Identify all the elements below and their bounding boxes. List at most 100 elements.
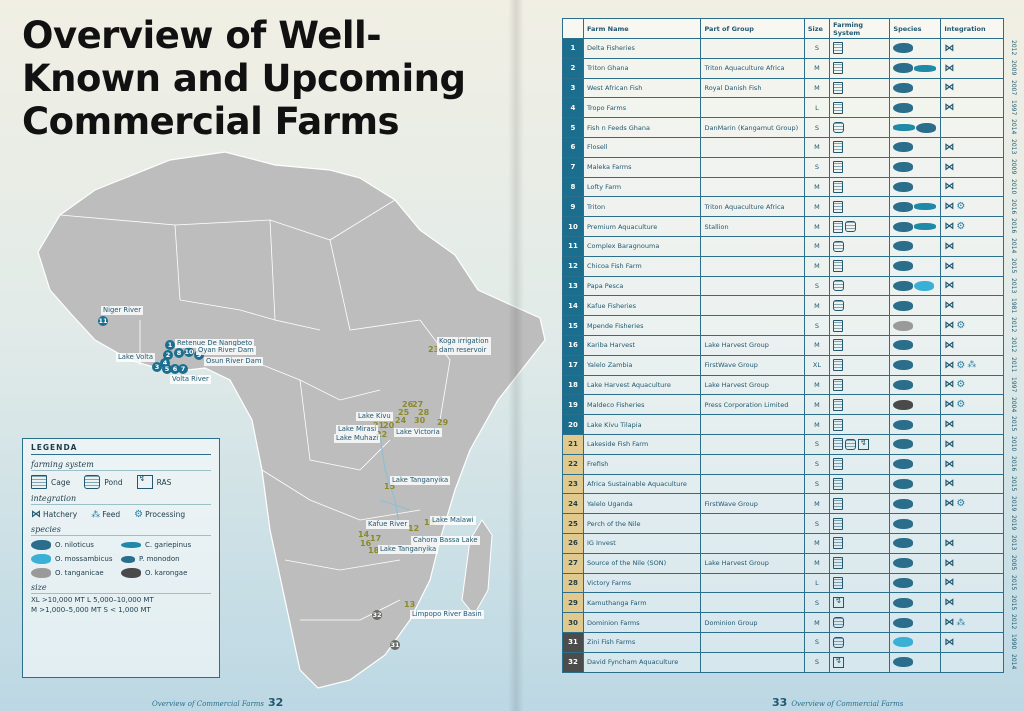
table-row[interactable]: 15 Mpende Fisheries S ⋈ ⚙ <box>562 315 1004 336</box>
farm-size: S <box>803 631 831 653</box>
map-label-lake-muhazi: Lake Muhazi <box>334 434 381 443</box>
table-row[interactable]: 24 Yalelo Uganda FirstWave Group M ⋈ ⚙ <box>562 493 1004 515</box>
map-pin-9[interactable]: 9 <box>194 350 204 360</box>
species-cell <box>889 77 942 99</box>
table-row[interactable]: 22 Frefish S ⋈ <box>562 453 1004 475</box>
row-year: 2015 <box>1010 475 1017 492</box>
map-pin-32[interactable]: 32 <box>372 610 382 620</box>
table-row[interactable]: 6 Flosell M ⋈ <box>562 136 1004 158</box>
species-nil-icon <box>893 241 914 252</box>
map-pin-29[interactable]: 29 <box>437 418 449 427</box>
map-pin-19[interactable]: 19 <box>424 518 435 528</box>
cage-icon <box>833 576 844 589</box>
table-row[interactable]: 5 Fish n Feeds Ghana DanMarin (Kangamut Gr… <box>562 117 1004 138</box>
map-pin-16[interactable]: 16 <box>360 539 372 548</box>
map-pin-8[interactable]: 8 <box>174 348 184 358</box>
map-pin-15[interactable]: 15 <box>384 482 396 491</box>
table-row[interactable]: 3 West African Fish Royal Danish Fish M ⋈ <box>562 77 1004 99</box>
page-title: Overview of Well- Known and Upcoming Com… <box>22 14 492 143</box>
map-pin-14[interactable]: 14 <box>358 530 370 539</box>
map-pin-20[interactable]: 20 <box>383 421 395 430</box>
map-pin-30[interactable]: 30 <box>414 416 426 425</box>
map-pin-13[interactable]: 13 <box>404 600 416 609</box>
table-row[interactable]: 2 Triton Ghana Triton Aquaculture Africa M ⋈ <box>562 57 1004 79</box>
year-column: 2012 2009 2007 1997 2014 2013 2009 2010 2016 2016… <box>1006 38 1020 672</box>
integration-cell: ⋈ <box>940 473 1004 495</box>
part-of-group: Lake Harvest Group <box>700 374 805 396</box>
table-row[interactable]: 19 Maldeco Fisheries Press Corporation Lim… <box>562 394 1004 416</box>
table-row[interactable]: 4 Tropo Farms L ⋈ <box>562 97 1004 119</box>
species-nil-icon <box>893 280 914 291</box>
farming-system-cell <box>829 97 891 119</box>
row-year: 2010 <box>1010 178 1017 195</box>
map-pin-10[interactable]: 10 <box>184 347 194 357</box>
farm-size: M <box>803 552 831 574</box>
map-pin-11[interactable]: 11 <box>98 316 108 326</box>
farm-name: Premium Aquaculture <box>582 216 702 237</box>
table-row[interactable]: 20 Lake Kivu Tilapia M ⋈ <box>562 414 1004 435</box>
map-pin-21[interactable]: 21 <box>373 421 385 430</box>
map-pin-26[interactable]: 26 <box>402 400 414 409</box>
table-row[interactable]: 9 Triton Triton Aquaculture Africa M ⋈ ⚙ <box>562 196 1004 218</box>
madagascar <box>461 519 493 616</box>
map-pin-7[interactable]: 7 <box>178 364 188 374</box>
table-row[interactable]: 28 Victory Farms L ⋈ <box>562 572 1004 594</box>
table-row[interactable]: 7 Maleka Farms S ⋈ <box>562 156 1004 178</box>
row-number: 7 <box>562 156 584 178</box>
table-row[interactable]: 25 Perch of the Nile S <box>562 513 1004 534</box>
map-pin-5[interactable]: 5 <box>162 364 172 374</box>
row-year: 2015 <box>1010 258 1017 274</box>
table-row[interactable]: 26 IG Invest M ⋈ <box>562 532 1004 554</box>
part-of-group <box>700 433 805 455</box>
farming-system-cell <box>829 532 891 554</box>
table-row[interactable]: 8 Lofty Farm M ⋈ <box>562 176 1004 198</box>
map-pin-3[interactable]: 3 <box>152 362 162 372</box>
map-pin-24[interactable]: 24 <box>395 416 407 425</box>
farming-system-cell <box>829 275 891 297</box>
table-row[interactable]: 16 Kariba Harvest Lake Harvest Group M ⋈ <box>562 334 1004 356</box>
legend-species-item: C. gariepinus <box>145 541 192 549</box>
species-cell <box>889 631 942 653</box>
species-nil-icon <box>893 82 914 93</box>
farm-size: S <box>803 592 831 614</box>
table-row[interactable]: 10 Premium Aquaculture Stallion M ⋈ ⚙ <box>562 216 1004 237</box>
legend-feed: Feed <box>102 510 121 519</box>
map-pin-23[interactable]: 23 <box>428 345 440 354</box>
species-kar-icon <box>893 399 914 410</box>
table-row[interactable]: 31 Zini Fish Farms S ⋈ <box>562 631 1004 653</box>
map-pin-31[interactable]: 31 <box>390 640 400 650</box>
farm-name: Tropo Farms <box>582 97 702 119</box>
map-pin-1[interactable]: 1 <box>165 340 175 350</box>
table-row[interactable]: 18 Lake Harvest Aquaculture Lake Harvest G… <box>562 374 1004 396</box>
farm-name: Lakeside Fish Farm <box>582 433 702 455</box>
map-pin-25[interactable]: 25 <box>398 408 410 417</box>
map-label-lake-kivu: Lake Kivu <box>356 412 393 421</box>
table-row[interactable]: 23 Africa Sustainable Aquaculture S ⋈ <box>562 473 1004 495</box>
legend-cage: Cage <box>51 477 71 487</box>
map-pin-12[interactable]: 12 <box>408 524 420 533</box>
map-pin-22[interactable]: 22 <box>376 430 388 439</box>
map-pin-18[interactable]: 18 <box>368 546 380 555</box>
table-row[interactable]: 1 Delta Fisheries S ⋈ <box>562 38 1004 59</box>
cage-icon <box>833 161 844 174</box>
table-row[interactable]: 17 Yalelo Zambia FirstWave Group XL ⋈ ⚙ ⁂ <box>562 354 1004 376</box>
table-row[interactable]: 32 David Fyncham Aquaculture S <box>562 651 1004 673</box>
map-pin-6[interactable]: 6 <box>170 364 180 374</box>
table-row[interactable]: 27 Source of the Nile (SON) Lake Harvest G… <box>562 552 1004 574</box>
farming-system-cell <box>829 572 891 594</box>
row-year: 2015 <box>1010 574 1017 591</box>
table-row[interactable]: 12 Chicoa Fish Farm M ⋈ <box>562 255 1004 277</box>
table-row[interactable]: 11 Complex Baragnouma M ⋈ <box>562 235 1004 257</box>
table-row[interactable]: 30 Dominion Farms Dominion Group M ⋈ ⁂ <box>562 612 1004 633</box>
table-row[interactable]: 13 Papa Pesca S ⋈ <box>562 275 1004 297</box>
row-year: 2013 <box>1010 139 1017 155</box>
map-pin-27[interactable]: 27 <box>412 400 424 409</box>
map-pin-4[interactable]: 4 <box>160 358 170 368</box>
map-pin-28[interactable]: 28 <box>418 408 430 417</box>
map-pin-17[interactable]: 17 <box>370 534 382 543</box>
map-pin-2[interactable]: 2 <box>163 350 173 360</box>
hatchery-icon: ⋈ <box>944 557 955 569</box>
table-row[interactable]: 14 Kafue Fisheries M ⋈ <box>562 295 1004 317</box>
